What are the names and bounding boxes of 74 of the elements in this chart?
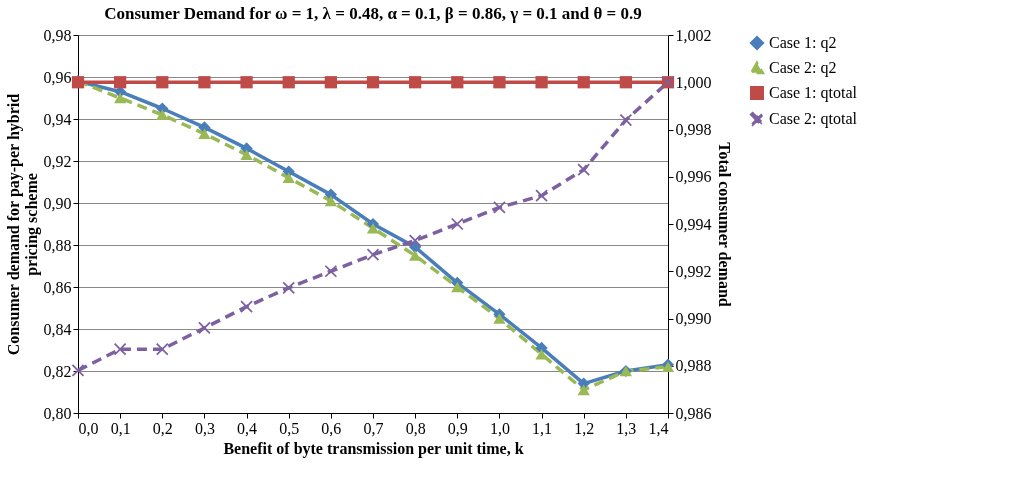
- point: [240, 300, 253, 313]
- point: [366, 222, 380, 234]
- y-axis-title: Consumer demand for pay-per hybrid pricing scheme: [4, 93, 41, 356]
- y-tick-label: 0,92: [43, 152, 72, 170]
- x-tick-label: 0,5: [279, 419, 300, 437]
- y2-tick-label: 0,992: [675, 262, 712, 280]
- x-tick-label: 0,0: [78, 419, 99, 437]
- x-tick-label: 0,3: [194, 419, 215, 437]
- x-tick-label: 1,4: [648, 419, 669, 437]
- point: [114, 92, 127, 104]
- y-tick-label: 0,94: [43, 110, 72, 128]
- point: [493, 313, 506, 324]
- x-tick-label: 0,8: [405, 419, 426, 437]
- point: [282, 281, 295, 294]
- point: [198, 128, 211, 139]
- point: [451, 76, 464, 89]
- point: [282, 76, 295, 89]
- chart-title: Consumer Demand for ω = 1, λ = 0.48, α = 0.1, β = 0.86, γ = 0.1 and θ = 0.9: [104, 4, 642, 23]
- point: [240, 149, 253, 160]
- point: [619, 76, 632, 89]
- y2-tick-label: 0,988: [675, 357, 712, 375]
- x-axis-title: Benefit of byte transmission per unit time, k: [223, 439, 524, 458]
- y2-tick-label: 0,994: [675, 215, 712, 233]
- x-tick-label: 0,6: [321, 419, 342, 437]
- point: [324, 265, 337, 278]
- point: [156, 343, 169, 356]
- point: [577, 384, 590, 396]
- y-tick-label: 0,96: [43, 68, 72, 86]
- legend-label: Case 2: qtotal: [769, 110, 858, 128]
- point: [535, 76, 548, 89]
- y-tick-label: 0,84: [43, 320, 72, 338]
- point: [324, 195, 337, 207]
- x-tick-label: 0,1: [110, 419, 131, 437]
- x-tick-label: 1,0: [489, 419, 510, 437]
- point: [493, 76, 506, 89]
- point: [366, 76, 380, 89]
- point: [240, 76, 253, 89]
- y-tick-label: 0,90: [43, 194, 72, 212]
- point: [409, 240, 422, 254]
- x-tick-label: 0,9: [447, 419, 468, 437]
- y-tick-label: 0,98: [43, 26, 72, 44]
- y2-tick-label: 0,990: [675, 310, 712, 327]
- x-tick-label: 1,1: [532, 419, 553, 437]
- legend-label: Case 1: qtotal: [769, 84, 858, 102]
- point: [324, 76, 337, 89]
- legend-label: Case 2: q2: [769, 59, 837, 77]
- x-tick-label: 1,3: [616, 419, 637, 437]
- y2-tick-label: 0,998: [675, 121, 712, 138]
- point: [114, 343, 127, 356]
- point: [409, 76, 422, 89]
- point: [577, 76, 590, 89]
- y2-tick-label: 0,996: [675, 168, 712, 186]
- point: [156, 109, 169, 121]
- point: [619, 113, 632, 127]
- y-tick-label: 0,88: [43, 236, 72, 254]
- point: [577, 163, 590, 176]
- point: [493, 201, 506, 214]
- y-tick-label: 0,80: [43, 404, 72, 422]
- point: [535, 189, 548, 202]
- y-tick-label: 0,82: [43, 362, 72, 380]
- y2-tick-label: 1,000: [675, 73, 712, 91]
- y2-tick-label: 0,986: [675, 404, 712, 422]
- point: [156, 76, 169, 89]
- point: [198, 76, 211, 89]
- point: [114, 76, 127, 89]
- y2-tick-label: 1,002: [675, 26, 712, 44]
- x-tick-label: 0,7: [363, 419, 384, 437]
- x-tick-label: 0,2: [152, 419, 173, 437]
- x-tick-label: 0,4: [237, 419, 258, 437]
- point: [282, 172, 295, 184]
- legend-label: Case 1: q2: [769, 34, 837, 52]
- x-tick-label: 1,2: [574, 419, 595, 437]
- y-tick-label: 0,86: [43, 278, 72, 296]
- y2-axis-title: Total consumer demand: [715, 142, 733, 307]
